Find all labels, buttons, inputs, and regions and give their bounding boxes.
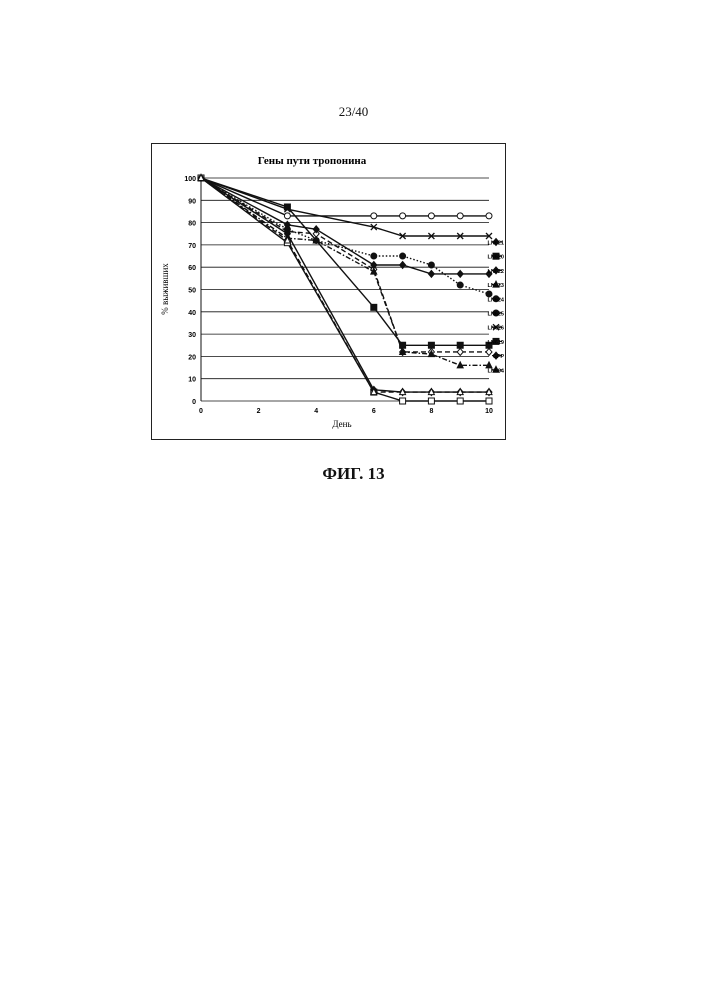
legend-entry: LN625 xyxy=(487,310,504,318)
legend-entry: LN626 xyxy=(487,324,504,332)
series-ln625 xyxy=(198,175,492,219)
series-line xyxy=(201,178,489,236)
data-point xyxy=(428,262,434,268)
y-tick-label: 30 xyxy=(188,332,196,339)
data-point xyxy=(457,398,463,404)
legend-entry: LN621 xyxy=(487,239,504,247)
legend-entry: LN622 xyxy=(487,267,504,275)
legend-label: LN594 xyxy=(487,368,504,374)
data-point xyxy=(457,270,463,277)
y-tick-label: 90 xyxy=(188,198,196,205)
series-ln621 xyxy=(198,175,492,356)
chart-frame: Гены пути тропонина % выживших День 0 10 2… xyxy=(151,143,506,440)
data-point xyxy=(284,213,290,219)
data-point xyxy=(457,282,463,288)
legend-label: LN621 xyxy=(487,241,504,247)
series-ln594 xyxy=(198,175,492,395)
data-point xyxy=(428,213,434,219)
data-point xyxy=(428,342,434,348)
x-tick-label: 0 xyxy=(199,408,203,415)
y-tick-label: 60 xyxy=(188,265,196,272)
data-point xyxy=(486,398,492,404)
y-tick-label: 100 xyxy=(184,176,196,183)
data-point xyxy=(457,342,463,348)
data-point xyxy=(486,213,492,219)
y-tick-label: 50 xyxy=(188,288,196,295)
y-tick-label: 40 xyxy=(188,310,196,317)
figure-caption: ФИГ. 13 xyxy=(0,464,707,484)
data-point xyxy=(428,270,434,277)
legend-entry: LN624 xyxy=(487,296,504,304)
data-point xyxy=(371,213,377,219)
data-point xyxy=(457,348,463,355)
legend-label: LN626 xyxy=(487,326,504,332)
legend-entry: LN623 xyxy=(487,281,504,289)
x-tick-label: 6 xyxy=(372,408,376,415)
legend-label: LN624 xyxy=(487,297,504,303)
y-axis-label: % выживших xyxy=(160,263,170,315)
data-point xyxy=(457,213,463,219)
grid-lines xyxy=(201,178,489,401)
y-tick-label: 10 xyxy=(188,377,196,384)
line-chart: Гены пути тропонина % выживших День 0 10 2… xyxy=(152,144,505,439)
page-number: 23/40 xyxy=(0,104,707,120)
x-tick-label: 10 xyxy=(485,408,493,415)
legend-label: LN620 xyxy=(487,255,504,261)
chart-title: Гены пути тропонина xyxy=(258,155,367,167)
legend-label: LN622 xyxy=(487,269,504,275)
legend-entry: GFP xyxy=(492,352,504,360)
data-point xyxy=(400,398,406,404)
series-ln622 xyxy=(198,175,492,278)
data-point xyxy=(428,398,434,404)
x-axis-label: День xyxy=(332,419,351,429)
axes: 0 10 20 30 40 50 60 70 80 90 100 0 2 4 6 8 10 xyxy=(184,176,493,415)
data-point xyxy=(400,253,406,259)
x-tick-label: 2 xyxy=(257,408,261,415)
data-point xyxy=(313,226,319,233)
x-tick-label: 4 xyxy=(314,408,318,415)
x-tick-label: 8 xyxy=(429,408,433,415)
data-point xyxy=(313,237,319,243)
legend-label: LN623 xyxy=(487,283,504,289)
y-tick-label: 80 xyxy=(188,221,196,228)
y-tick-label: 0 xyxy=(192,399,196,406)
legend-entry: LN594 xyxy=(487,366,504,374)
legend-label: GFP xyxy=(493,354,505,360)
data-point xyxy=(486,291,492,297)
legend-entry: LN620 xyxy=(487,253,504,261)
data-point xyxy=(486,348,492,355)
y-tick-label: 20 xyxy=(188,354,196,361)
data-point xyxy=(400,213,406,219)
data-point xyxy=(371,253,377,259)
legend-label: LN619 xyxy=(487,340,504,346)
legend-entry: LN619 xyxy=(487,338,504,346)
data-point xyxy=(371,304,377,310)
y-tick-label: 70 xyxy=(188,243,196,250)
legend-label: LN625 xyxy=(487,312,504,318)
